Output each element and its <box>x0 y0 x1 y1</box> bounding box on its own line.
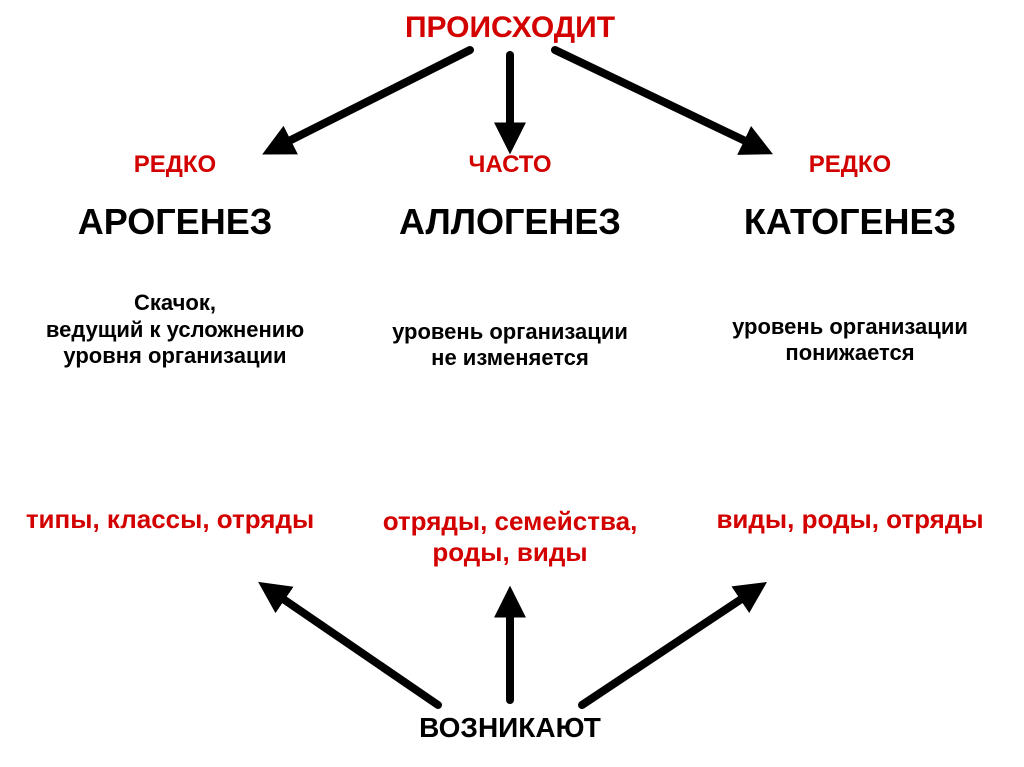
node-desc_right: уровень организации понижается <box>690 314 1010 367</box>
node-top: ПРОИСХОДИТ <box>360 10 660 46</box>
node-title_mid: АЛЛОГЕНЕЗ <box>350 200 670 243</box>
node-res_right: виды, роды, отряды <box>680 504 1020 535</box>
arrow <box>555 50 760 148</box>
node-bottom: ВОЗНИКАЮТ <box>360 711 660 745</box>
arrow <box>582 590 755 705</box>
node-desc_mid: уровень организации не изменяется <box>350 319 670 372</box>
arrows-layer <box>0 0 1024 767</box>
node-res_left: типы, классы, отряды <box>0 504 340 535</box>
node-freq_mid: ЧАСТО <box>410 151 610 180</box>
arrow <box>275 50 470 148</box>
node-desc_left: Скачок, ведущий к усложнению уровня орга… <box>15 290 335 369</box>
node-title_left: АРОГЕНЕЗ <box>15 200 335 243</box>
node-res_mid: отряды, семейства, роды, виды <box>340 506 680 568</box>
diagram-stage: ПРОИСХОДИТ РЕДКО ЧАСТО РЕДКО АРОГЕНЕЗ АЛЛОГЕН… <box>0 0 1024 767</box>
node-title_right: КАТОГЕНЕЗ <box>690 200 1010 243</box>
node-freq_left: РЕДКО <box>75 151 275 180</box>
node-freq_right: РЕДКО <box>750 151 950 180</box>
arrow <box>270 590 438 705</box>
